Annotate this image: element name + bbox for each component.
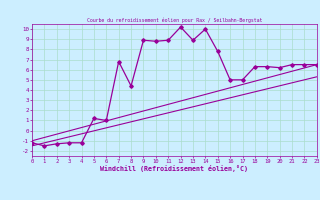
Title: Courbe du refroidissement éolien pour Rax / Seilbahn-Bergstat: Courbe du refroidissement éolien pour Ra… xyxy=(87,17,262,23)
X-axis label: Windchill (Refroidissement éolien,°C): Windchill (Refroidissement éolien,°C) xyxy=(100,165,248,172)
